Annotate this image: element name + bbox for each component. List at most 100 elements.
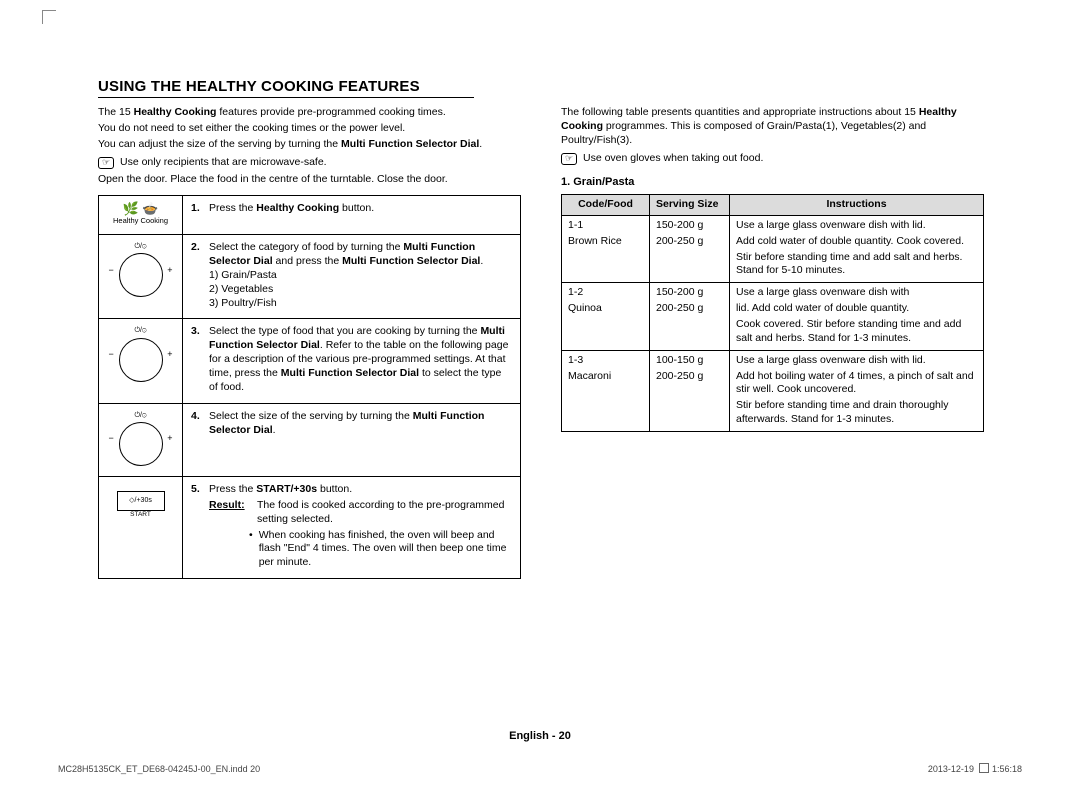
table-row: Stir before standing time and drain thor… bbox=[562, 398, 984, 431]
bullet-row: • When cooking has finished, the oven wi… bbox=[191, 529, 512, 571]
cell-size: 200-250 g bbox=[650, 369, 730, 399]
cell-instr: Cook covered. Stir before standing time … bbox=[730, 317, 984, 350]
cell-food: Brown Rice bbox=[562, 234, 650, 250]
right-column: The following table presents quantities … bbox=[561, 106, 984, 579]
step-row-5: ◇/+30s START 5. Press the START/+30s but… bbox=[99, 477, 521, 579]
bullet-icon: • bbox=[249, 529, 253, 571]
table-row: Cook covered. Stir before standing time … bbox=[562, 317, 984, 350]
cell-size: 100-150 g bbox=[650, 350, 730, 368]
cell-instr: Stir before standing time and add salt a… bbox=[730, 250, 984, 283]
step-text: Select the size of the serving by turnin… bbox=[191, 410, 512, 438]
table-row: Quinoa 200-250 g lid. Add cold water of … bbox=[562, 301, 984, 317]
note-text: Use only recipients that are microwave-s… bbox=[120, 156, 327, 170]
step-icon-cell: ◇/+30s START bbox=[99, 477, 183, 579]
step-text: Press the START/+30s button. bbox=[191, 483, 512, 497]
text: features provide pre-programmed cooking … bbox=[216, 106, 445, 118]
cell-size: 200-250 g bbox=[650, 301, 730, 317]
footer-filename: MC28H5135CK_ET_DE68-04245J-00_EN.indd 20 bbox=[58, 764, 260, 774]
table-row: Macaroni 200-250 g Add hot boiling water… bbox=[562, 369, 984, 399]
dial-icon: ⏻/⊙ − + bbox=[119, 242, 163, 299]
cell-food: Quinoa bbox=[562, 301, 650, 317]
note-row: ☞ Use oven gloves when taking out food. bbox=[561, 152, 984, 166]
step-text-cell: 5. Press the START/+30s button. Result: … bbox=[183, 477, 521, 579]
clock-icon bbox=[979, 764, 992, 774]
step-row-4: ⏻/⊙ − + 4. Select the size of the servin… bbox=[99, 403, 521, 476]
step-icon-cell: ⏻/⊙ − + bbox=[99, 235, 183, 319]
step-row-3: ⏻/⊙ − + 3. Select the type of food that … bbox=[99, 319, 521, 403]
intro-line-2: You do not need to set either the cookin… bbox=[98, 122, 521, 136]
two-column-layout: The 15 Healthy Cooking features provide … bbox=[98, 106, 984, 579]
intro-line-3: You can adjust the size of the serving b… bbox=[98, 138, 521, 152]
table-row: Brown Rice 200-250 g Add cold water of d… bbox=[562, 234, 984, 250]
step-number: 4. bbox=[191, 410, 205, 424]
start-label: START bbox=[107, 511, 174, 520]
table-row: 1-3 100-150 g Use a large glass ovenware… bbox=[562, 350, 984, 368]
step-row-2: ⏻/⊙ − + 2. Select the category of food b… bbox=[99, 235, 521, 319]
step-number: 5. bbox=[191, 483, 205, 497]
cell-instr: Use a large glass ovenware dish with lid… bbox=[730, 350, 984, 368]
cell-size: 150-200 g bbox=[650, 283, 730, 301]
open-door-line: Open the door. Place the food in the cen… bbox=[98, 173, 521, 187]
note-icon: ☞ bbox=[98, 157, 114, 169]
text: The 15 bbox=[98, 106, 134, 118]
th-size: Serving Size bbox=[650, 194, 730, 215]
result-label: Result: bbox=[209, 499, 249, 527]
cell-size: 200-250 g bbox=[650, 234, 730, 250]
table-header-row: Code/Food Serving Size Instructions bbox=[562, 194, 984, 215]
step-text: Select the category of food by turning t… bbox=[191, 241, 512, 310]
steps-table: 🌿 🍲 Healthy Cooking 1. Press the Healthy… bbox=[98, 195, 521, 579]
cell-instr: Add cold water of double quantity. Cook … bbox=[730, 234, 984, 250]
right-intro: The following table presents quantities … bbox=[561, 106, 984, 148]
section-heading: USING THE HEALTHY COOKING FEATURES bbox=[98, 78, 474, 98]
table-row: 1-2 150-200 g Use a large glass ovenware… bbox=[562, 283, 984, 301]
step-icon-cell: ⏻/⊙ − + bbox=[99, 403, 183, 476]
healthy-cooking-icon: 🌿 🍲 bbox=[107, 202, 174, 215]
step-text: Select the type of food that you are coo… bbox=[191, 325, 512, 394]
bullet-text: When cooking has finished, the oven will… bbox=[259, 529, 512, 571]
step-number: 3. bbox=[191, 325, 205, 339]
footer-timestamp: 2013-12-19 1:56:18 bbox=[928, 763, 1022, 774]
step-icon-cell: ⏻/⊙ − + bbox=[99, 319, 183, 403]
footer-page-label: English - 20 bbox=[0, 730, 1080, 742]
page-content: USING THE HEALTHY COOKING FEATURES The 1… bbox=[98, 78, 984, 579]
cell-food: Macaroni bbox=[562, 369, 650, 399]
step-text-cell: 3. Select the type of food that you are … bbox=[183, 319, 521, 403]
dial-icon: ⏻/⊙ − + bbox=[119, 326, 163, 383]
icon-label: Healthy Cooking bbox=[107, 216, 174, 226]
step-text-cell: 1. Press the Healthy Cooking button. bbox=[183, 196, 521, 235]
cell-instr: Stir before standing time and drain thor… bbox=[730, 398, 984, 431]
cell-size: 150-200 g bbox=[650, 215, 730, 233]
grain-pasta-table: Code/Food Serving Size Instructions 1-1 … bbox=[561, 194, 984, 432]
result-row: Result: The food is cooked according to … bbox=[191, 499, 512, 527]
result-text: The food is cooked according to the pre-… bbox=[257, 499, 512, 527]
intro-line-1: The 15 Healthy Cooking features provide … bbox=[98, 106, 521, 120]
subsection-heading: 1. Grain/Pasta bbox=[561, 175, 984, 190]
step-row-1: 🌿 🍲 Healthy Cooking 1. Press the Healthy… bbox=[99, 196, 521, 235]
step-number: 1. bbox=[191, 202, 205, 216]
th-code: Code/Food bbox=[562, 194, 650, 215]
step-text-cell: 4. Select the size of the serving by tur… bbox=[183, 403, 521, 476]
start-button-icon: ◇/+30s bbox=[117, 491, 165, 511]
text: . bbox=[479, 138, 482, 150]
cell-instr: lid. Add cold water of double quantity. bbox=[730, 301, 984, 317]
cell-instr: Use a large glass ovenware dish with lid… bbox=[730, 215, 984, 233]
step-icon-cell: 🌿 🍲 Healthy Cooking bbox=[99, 196, 183, 235]
text-bold: Healthy Cooking bbox=[134, 106, 217, 118]
text: You can adjust the size of the serving b… bbox=[98, 138, 341, 150]
crop-mark bbox=[42, 10, 56, 24]
cell-code: 1-2 bbox=[562, 283, 650, 301]
step-text: Press the Healthy Cooking button. bbox=[191, 202, 512, 216]
cell-instr: Add hot boiling water of 4 times, a pinc… bbox=[730, 369, 984, 399]
table-row: 1-1 150-200 g Use a large glass ovenware… bbox=[562, 215, 984, 233]
text-bold: Multi Function Selector Dial bbox=[341, 138, 479, 150]
step-number: 2. bbox=[191, 241, 205, 255]
cell-code: 1-1 bbox=[562, 215, 650, 233]
step-text-cell: 2. Select the category of food by turnin… bbox=[183, 235, 521, 319]
dial-icon: ⏻/⊙ − + bbox=[119, 411, 163, 468]
note-icon: ☞ bbox=[561, 153, 577, 165]
table-row: Stir before standing time and add salt a… bbox=[562, 250, 984, 283]
note-text: Use oven gloves when taking out food. bbox=[583, 152, 763, 166]
note-row: ☞ Use only recipients that are microwave… bbox=[98, 156, 521, 170]
cell-instr: Use a large glass ovenware dish with bbox=[730, 283, 984, 301]
left-column: The 15 Healthy Cooking features provide … bbox=[98, 106, 521, 579]
